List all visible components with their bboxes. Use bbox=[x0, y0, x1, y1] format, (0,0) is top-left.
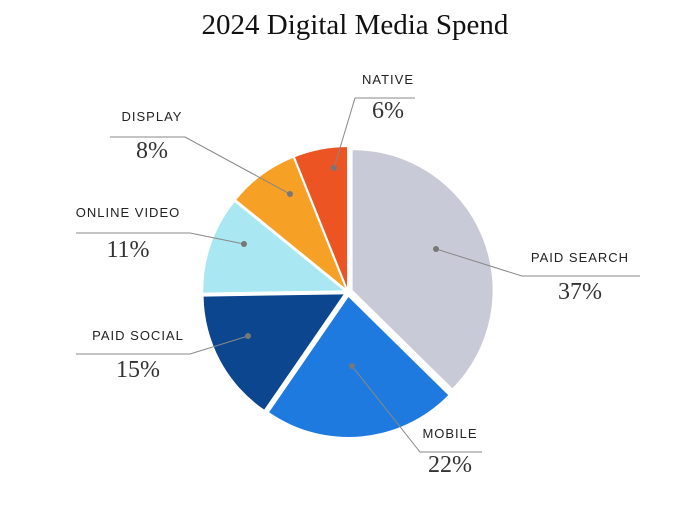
slice-value: 15% bbox=[116, 357, 160, 383]
slice-label: DISPLAY bbox=[122, 109, 183, 124]
slice-value: 6% bbox=[372, 98, 404, 124]
slice-value: 37% bbox=[558, 279, 602, 305]
leader-dot bbox=[241, 241, 247, 247]
slice-label: PAID SOCIAL bbox=[92, 328, 184, 343]
slice-label: MOBILE bbox=[422, 426, 477, 441]
pie-slice bbox=[236, 158, 346, 288]
pie-slice bbox=[203, 202, 344, 293]
chart-title: 2024 Digital Media Spend bbox=[202, 9, 509, 41]
pie-slice bbox=[269, 296, 449, 437]
leader-dot bbox=[287, 191, 293, 197]
leader-line bbox=[333, 97, 415, 169]
pie-slice bbox=[295, 147, 348, 288]
leader-line bbox=[110, 136, 291, 195]
slice-value: 22% bbox=[428, 452, 472, 478]
leader-line bbox=[76, 232, 245, 245]
leader-line bbox=[435, 248, 640, 277]
leader-dot bbox=[331, 165, 337, 171]
slice-label: ONLINE VIDEO bbox=[76, 205, 180, 220]
leader-dot bbox=[433, 246, 439, 252]
slice-value: 8% bbox=[136, 138, 168, 164]
slice-value: 11% bbox=[106, 237, 149, 263]
leader-line bbox=[76, 335, 249, 355]
slice-label: PAID SEARCH bbox=[531, 250, 629, 265]
leader-line bbox=[351, 365, 482, 453]
leader-dot bbox=[245, 333, 251, 339]
slice-label: NATIVE bbox=[362, 72, 414, 87]
pie-slice bbox=[352, 150, 493, 389]
leader-dot bbox=[349, 363, 355, 369]
pie-slice bbox=[203, 294, 344, 410]
